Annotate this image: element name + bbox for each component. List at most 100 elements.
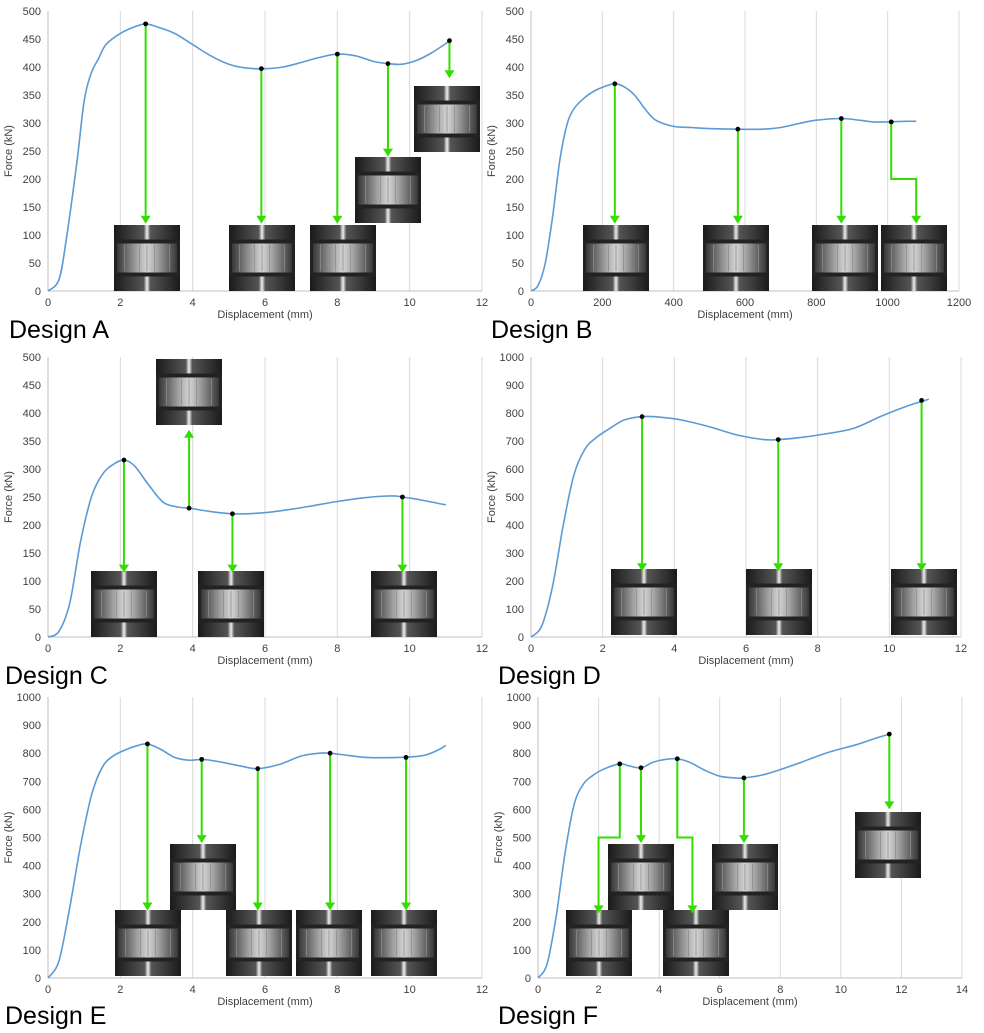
specimen-photo bbox=[114, 225, 180, 291]
y-tick-label: 150 bbox=[23, 548, 41, 560]
x-tick-label: 12 bbox=[955, 643, 967, 655]
specimen-photo bbox=[746, 569, 812, 635]
x-tick-label: 6 bbox=[262, 643, 268, 655]
x-tick-label: 12 bbox=[476, 297, 488, 309]
x-axis-title: Displacement (mm) bbox=[217, 655, 312, 667]
specimen-photo bbox=[566, 910, 632, 976]
data-point bbox=[199, 756, 205, 762]
data-point bbox=[230, 511, 235, 517]
upper-platen bbox=[371, 910, 437, 925]
upper-platen bbox=[198, 571, 264, 586]
y-tick-label: 250 bbox=[23, 492, 41, 504]
force-curve bbox=[47, 742, 447, 979]
x-tick-label: 2 bbox=[596, 984, 602, 996]
callout-arrow-head bbox=[836, 215, 847, 224]
y-tick-label: 900 bbox=[23, 720, 41, 732]
specimen-photo bbox=[198, 571, 264, 637]
upper-platen bbox=[812, 225, 878, 240]
callout-arrow-head bbox=[884, 801, 895, 810]
upper-platen bbox=[746, 569, 812, 584]
y-axis-title: Force (kN) bbox=[486, 125, 498, 177]
lower-platen bbox=[310, 276, 376, 291]
x-tick-label: 8 bbox=[334, 643, 340, 655]
lower-platen bbox=[371, 961, 437, 976]
y-tick-label: 500 bbox=[513, 833, 531, 845]
y-tick-label: 200 bbox=[513, 917, 531, 929]
x-tick-label: 6 bbox=[262, 984, 268, 996]
y-axis-title: Force (kN) bbox=[3, 471, 15, 523]
specimen-photo bbox=[371, 910, 437, 976]
y-tick-label: 200 bbox=[23, 917, 41, 929]
specimen-photo bbox=[881, 225, 947, 291]
x-tick-label: 8 bbox=[815, 643, 821, 655]
chart-c: 0 2 4 6 8 10 12 0 50 100 150 200 250 300 350 400 450 500 D… bbox=[3, 352, 488, 667]
specimen-photo bbox=[712, 844, 778, 910]
specimen-photo bbox=[170, 844, 236, 910]
callout-arrow-head bbox=[593, 905, 604, 914]
data-point bbox=[403, 755, 409, 760]
upper-platen bbox=[226, 910, 292, 925]
y-tick-label: 500 bbox=[506, 492, 524, 504]
specimen-photo bbox=[296, 910, 362, 976]
upper-platen bbox=[156, 359, 222, 374]
upper-platen bbox=[91, 571, 157, 586]
x-tick-label: 6 bbox=[743, 643, 749, 655]
lower-platen bbox=[414, 137, 480, 152]
upper-platen bbox=[608, 844, 674, 859]
lower-platen bbox=[812, 276, 878, 291]
chart-f: 0 2 4 6 8 10 12 14 0 100 200 300 400 500 600 700 800 900 1… bbox=[493, 692, 968, 1008]
x-tick-label: 8 bbox=[777, 984, 783, 996]
callout-arrow-head bbox=[444, 70, 455, 79]
y-tick-label: 0 bbox=[518, 632, 524, 644]
specimen-photo bbox=[812, 225, 878, 291]
y-tick-label: 700 bbox=[23, 776, 41, 788]
x-tick-label: 4 bbox=[671, 643, 677, 655]
callout-arrow-head bbox=[142, 902, 153, 911]
callout-arrow-head bbox=[738, 835, 749, 844]
upper-platen bbox=[114, 225, 180, 240]
callout-arrow-head bbox=[773, 563, 784, 572]
x-tick-label: 6 bbox=[262, 297, 268, 309]
lower-platen bbox=[663, 961, 729, 976]
lower-platen bbox=[296, 961, 362, 976]
data-point bbox=[888, 119, 894, 125]
x-tick-label: 4 bbox=[190, 643, 196, 655]
y-tick-label: 200 bbox=[506, 576, 524, 588]
data-point bbox=[143, 21, 149, 27]
specimen-photo bbox=[703, 225, 769, 291]
x-axis-title: Displacement (mm) bbox=[697, 309, 792, 321]
upper-platen bbox=[229, 225, 295, 240]
force-curve bbox=[530, 398, 930, 638]
lower-platen bbox=[371, 622, 437, 637]
y-tick-label: 600 bbox=[23, 804, 41, 816]
specimen-photo bbox=[226, 910, 292, 976]
force-curve bbox=[537, 733, 890, 979]
y-tick-label: 100 bbox=[506, 604, 524, 616]
x-tick-label: 1200 bbox=[947, 297, 971, 309]
x-axis-title: Displacement (mm) bbox=[702, 996, 797, 1008]
upper-platen bbox=[703, 225, 769, 240]
upper-platen bbox=[355, 157, 421, 172]
callout-arrow-head bbox=[401, 902, 412, 911]
y-tick-label: 500 bbox=[23, 6, 41, 18]
y-tick-label: 450 bbox=[23, 34, 41, 46]
callout-arrow-head bbox=[609, 215, 620, 224]
specimen-photo bbox=[855, 812, 921, 878]
upper-platen bbox=[310, 225, 376, 240]
specimen-photo bbox=[355, 157, 421, 223]
specimen-photo bbox=[663, 910, 729, 976]
lower-platen bbox=[712, 895, 778, 910]
x-tick-label: 400 bbox=[664, 297, 682, 309]
y-tick-label: 0 bbox=[35, 286, 41, 298]
y-tick-label: 50 bbox=[29, 604, 41, 616]
y-axis-title: Force (kN) bbox=[493, 812, 505, 864]
lower-platen bbox=[703, 276, 769, 291]
chart-e: 0 2 4 6 8 10 12 0 100 200 300 400 500 600 700 800 900 100… bbox=[3, 692, 488, 1008]
specimen-photo bbox=[156, 359, 222, 425]
callout-arrow-head bbox=[332, 215, 343, 224]
y-tick-label: 100 bbox=[23, 945, 41, 957]
y-tick-label: 300 bbox=[23, 464, 41, 476]
callout-arrow-head bbox=[256, 215, 267, 224]
data-point bbox=[400, 494, 405, 500]
y-tick-label: 0 bbox=[525, 973, 531, 985]
